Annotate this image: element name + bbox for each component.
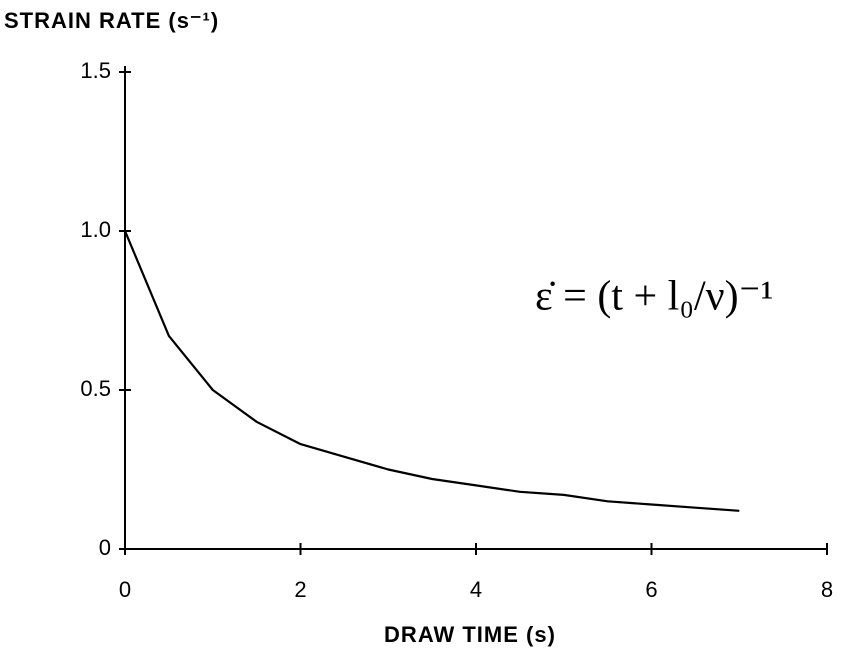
equation-annotation: ε̇ = (t + l₀/ν)⁻¹ xyxy=(535,274,773,320)
x-tick-label: 4 xyxy=(470,577,482,602)
y-tick-label: 0.5 xyxy=(80,376,111,401)
x-tick-label: 2 xyxy=(294,577,306,602)
y-tick-label: 1.0 xyxy=(80,217,111,242)
x-tick-label: 8 xyxy=(821,577,833,602)
x-axis-title: DRAW TIME (s) xyxy=(384,622,556,647)
x-tick-label: 6 xyxy=(645,577,657,602)
y-tick-label: 1.5 xyxy=(80,58,111,83)
data-line xyxy=(123,230,740,512)
x-tick-label: 0 xyxy=(119,577,131,602)
y-axis-title: STRAIN RATE (s⁻¹) xyxy=(4,8,219,33)
y-tick-label: 0 xyxy=(99,535,111,560)
